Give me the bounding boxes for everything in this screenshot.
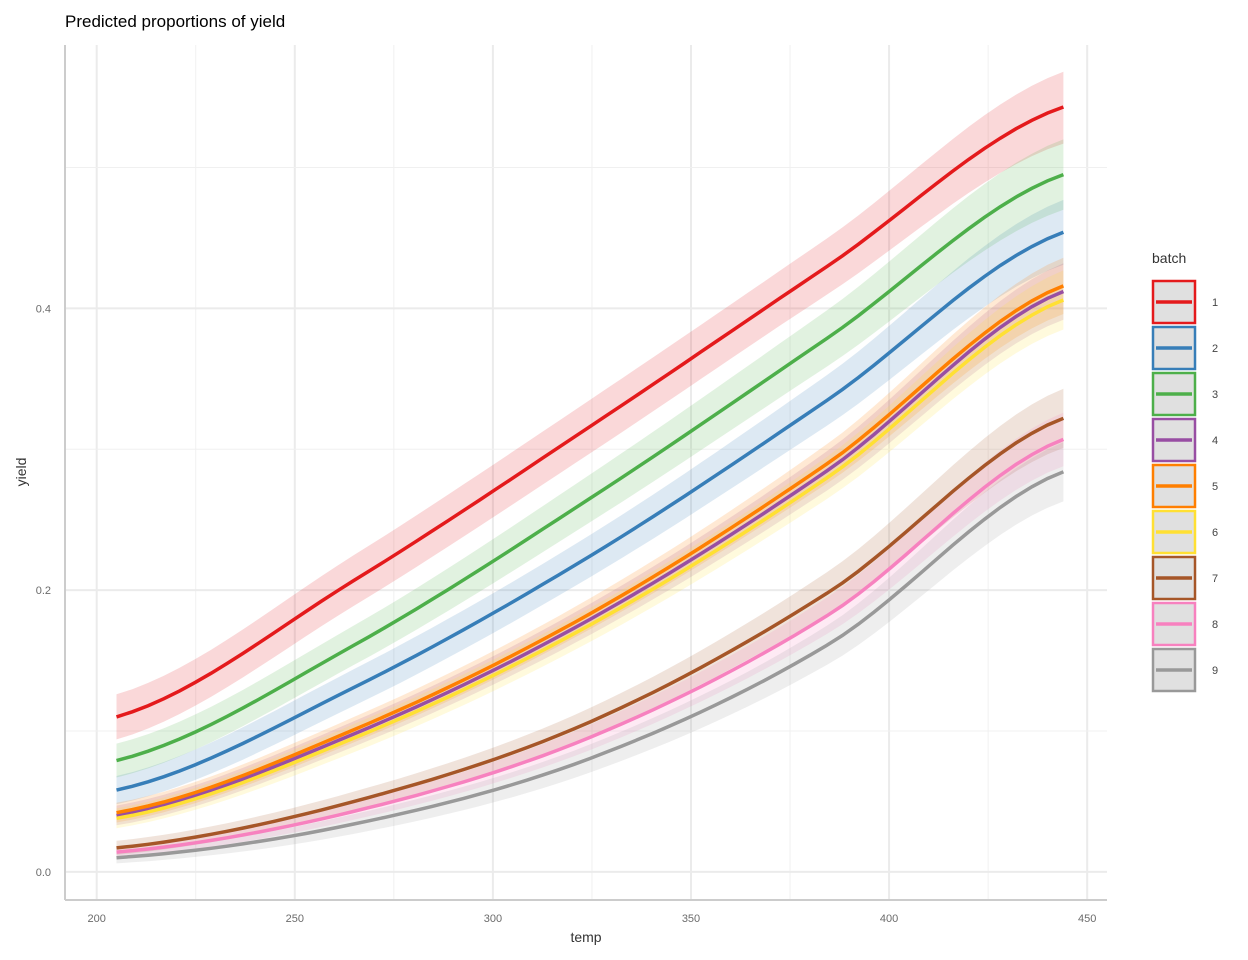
legend-label: 2: [1212, 343, 1218, 355]
y-tick-label: 0.4: [36, 303, 51, 315]
legend-item-batch-9: 9: [1151, 647, 1218, 693]
y-tick-labels: 0.0 0.2 0.4: [36, 303, 51, 878]
line-batch-1: [115, 105, 1065, 719]
ribbon-batch-2: [116, 199, 1064, 805]
legend-label: 4: [1212, 435, 1218, 447]
line-batch-2: [116, 230, 1065, 792]
series-lines: [115, 105, 1065, 860]
y-tick-label: 0.0: [36, 867, 51, 879]
legend-item-batch-3: 3: [1151, 371, 1218, 417]
grid: [65, 45, 1107, 900]
ribbon-batch-3: [116, 139, 1064, 778]
x-tick-label: 250: [286, 913, 304, 925]
line-batch-4: [116, 289, 1065, 818]
legend-items: 1 2 3 4 5 6 7 8 9: [1151, 279, 1218, 693]
confidence-ribbons: [116, 71, 1064, 864]
legend-label: 5: [1212, 481, 1218, 493]
legend-item-batch-7: 7: [1151, 555, 1218, 601]
legend-item-batch-2: 2: [1151, 325, 1218, 371]
legend-label: 1: [1212, 297, 1218, 309]
x-axis-label: temp: [570, 929, 601, 945]
legend: batch 1 2 3 4 5 6 7 8 9: [1151, 250, 1218, 693]
legend-item-batch-1: 1: [1151, 279, 1218, 325]
legend-item-batch-4: 4: [1151, 417, 1218, 463]
line-batch-8: [116, 437, 1065, 854]
line-batch-7: [116, 416, 1065, 850]
line-batch-6: [116, 298, 1065, 821]
x-tick-label: 300: [484, 913, 502, 925]
legend-item-batch-8: 8: [1151, 601, 1218, 647]
x-tick-labels: 200 250 300 350 400 450: [88, 913, 1097, 925]
line-batch-9: [116, 470, 1065, 860]
axes: [64, 45, 1107, 901]
chart-title: Predicted proportions of yield: [65, 12, 285, 31]
line-batch-5: [116, 284, 1065, 815]
x-tick-label: 400: [880, 913, 898, 925]
ribbon-batch-1: [116, 71, 1064, 740]
legend-item-batch-5: 5: [1151, 463, 1218, 509]
x-tick-label: 350: [682, 913, 700, 925]
x-tick-label: 450: [1078, 913, 1096, 925]
legend-label: 9: [1212, 665, 1218, 677]
y-tick-label: 0.2: [36, 585, 51, 597]
legend-title: batch: [1152, 250, 1186, 266]
y-axis-label: yield: [13, 458, 29, 487]
plot-area: 200 250 300 350 400 450 0.0 0.2 0.4: [36, 45, 1107, 925]
legend-item-batch-6: 6: [1151, 509, 1218, 555]
line-batch-3: [116, 172, 1065, 763]
legend-label: 6: [1212, 527, 1218, 539]
legend-label: 7: [1212, 573, 1218, 585]
legend-label: 8: [1212, 619, 1218, 631]
legend-label: 3: [1212, 389, 1218, 401]
x-tick-label: 200: [88, 913, 106, 925]
